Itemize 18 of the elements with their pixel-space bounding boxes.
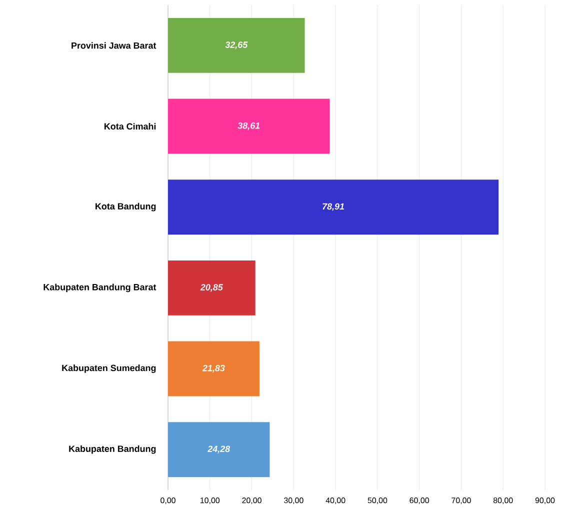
data-label: 24,28 (207, 446, 230, 454)
bar (168, 180, 499, 235)
y-tick-label: Kota Cimahi (104, 122, 156, 130)
bar (168, 18, 305, 73)
data-label: 32,65 (225, 42, 248, 50)
bar (168, 260, 256, 316)
y-tick-label: Kabupaten Bandung Barat (44, 284, 156, 292)
data-label: 21,83 (202, 364, 225, 373)
y-tick-label: Provinsi Jawa Barat (72, 42, 156, 49)
bar (168, 422, 270, 478)
data-label: 20,85 (200, 284, 223, 292)
y-tick-label: Kabupaten Sumedang (62, 364, 156, 373)
bar (168, 341, 260, 396)
data-label: 38,61 (238, 122, 260, 130)
bar (168, 98, 330, 154)
data-label: 78,91 (322, 203, 344, 211)
y-tick-label: Kabupaten Bandung (69, 445, 156, 454)
y-tick-label: Kota Bandung (96, 202, 156, 212)
